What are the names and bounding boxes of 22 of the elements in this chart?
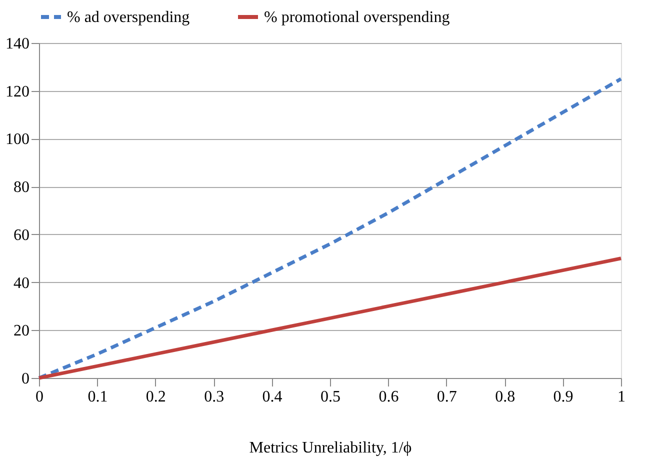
y-tick-label: 20 bbox=[14, 322, 30, 340]
x-tick-label: 0.3 bbox=[204, 388, 224, 406]
x-tick-label: 0.1 bbox=[88, 388, 108, 406]
legend-label: % ad overspending bbox=[67, 9, 190, 26]
y-tick-label: 0 bbox=[22, 370, 30, 388]
x-tick-label: 0.2 bbox=[146, 388, 166, 406]
y-tick-label: 120 bbox=[6, 83, 30, 100]
y-tick-label: 80 bbox=[14, 179, 30, 196]
legend-label: % promotional overspending bbox=[264, 9, 450, 26]
x-axis-title: Metrics Unreliability, 1/ϕ bbox=[249, 440, 412, 456]
x-tick-label: 0.5 bbox=[320, 388, 340, 406]
x-tick-label: 0.4 bbox=[262, 388, 282, 406]
y-tick-label: 60 bbox=[14, 226, 30, 244]
x-tick-label: 0.8 bbox=[495, 388, 516, 406]
x-tick-label: 0.9 bbox=[553, 388, 574, 406]
x-tick-label: 0.7 bbox=[436, 388, 457, 406]
y-tick-label: 40 bbox=[14, 274, 30, 292]
x-tick-label: 0 bbox=[36, 388, 44, 406]
y-tick-label: 140 bbox=[6, 36, 30, 52]
y-tick-label: 100 bbox=[6, 131, 30, 148]
x-tick-label: 1 bbox=[618, 388, 626, 406]
x-tick-label: 0.6 bbox=[378, 388, 399, 406]
